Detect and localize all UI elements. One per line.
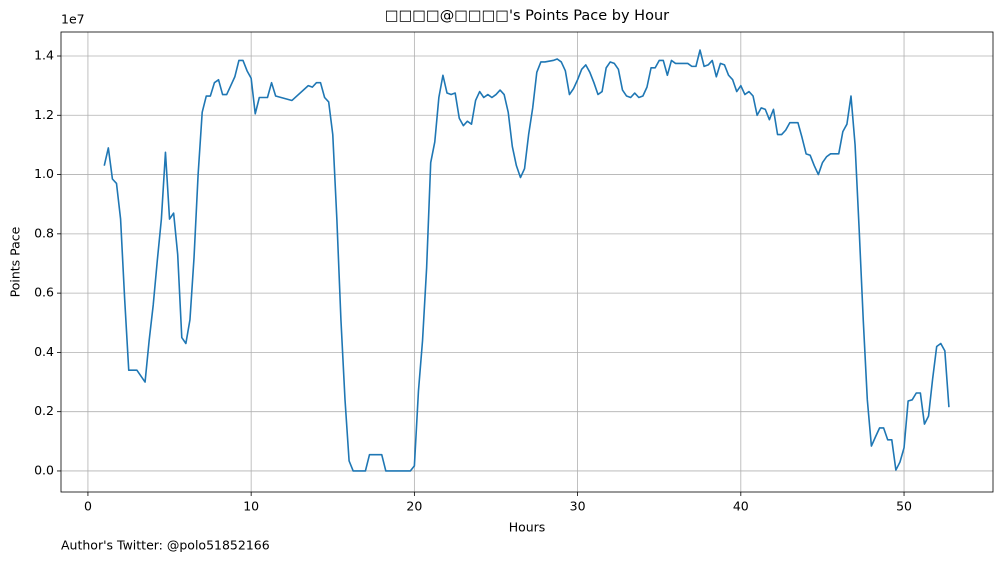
x-tick-label: 40: [733, 499, 749, 514]
y-tick-label: 0.2: [34, 403, 54, 418]
x-tick-label: 0: [84, 499, 92, 514]
chart-title: □□□□@□□□□'s Points Pace by Hour: [385, 8, 669, 24]
y-tick-label: 1.2: [34, 107, 54, 122]
y-tick-label: 1.0: [34, 166, 54, 181]
x-tick-label: 50: [896, 499, 912, 514]
plot-frame: [60, 31, 994, 493]
y-axis-label: Points Pace: [8, 226, 23, 297]
annotation: Author's Twitter: @polo51852166: [61, 538, 270, 553]
y-tick-label: 0.0: [34, 462, 54, 477]
x-axis-label: Hours: [509, 520, 546, 535]
y-tick-label: 0.4: [34, 344, 54, 359]
y-tick-label: 1.4: [34, 48, 54, 63]
x-tick-label: 20: [406, 499, 422, 514]
y-tick-label: 0.6: [34, 285, 54, 300]
y-tick-label: 0.8: [34, 225, 54, 240]
x-tick-label: 10: [243, 499, 259, 514]
x-tick-label: 30: [570, 499, 586, 514]
line: [103, 49, 950, 472]
y-offset-label: 1e7: [61, 12, 85, 27]
